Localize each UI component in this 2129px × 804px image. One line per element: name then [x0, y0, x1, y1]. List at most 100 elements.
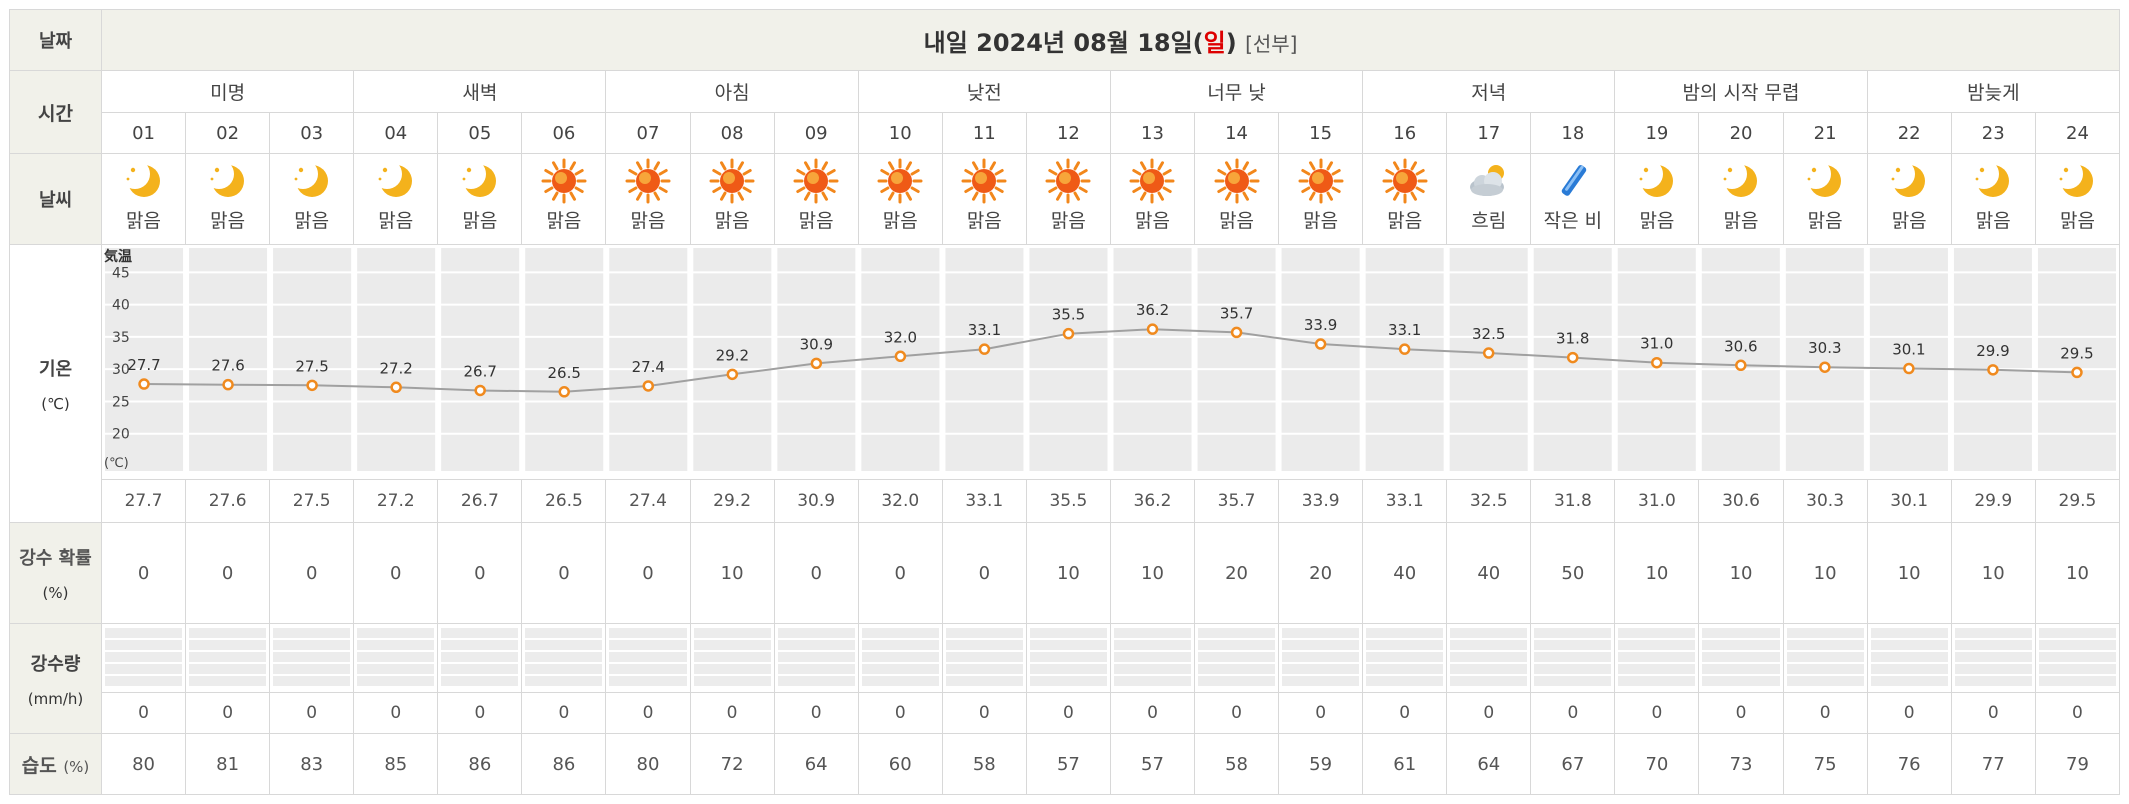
- temperature-point: [1567, 351, 1579, 364]
- temp-value-cell: 30.1: [1866, 479, 1952, 523]
- chart-ytick-label: 40: [112, 298, 130, 314]
- temperature-chart-row: 기온 (℃) 45 40 35 30 25 20 気温 (℃) 27.7 27.6 27.5 27.2…: [9, 244, 2121, 523]
- period-header: 밤늦게: [1866, 70, 2121, 113]
- precip-amount-cell: 0: [100, 692, 187, 734]
- weather-text: 맑음: [1639, 210, 1675, 232]
- temperature-data-label: 29.2: [716, 346, 749, 364]
- hour-cell: 08: [689, 112, 775, 154]
- moon-icon: [2053, 159, 2094, 197]
- temperature-point: [306, 379, 318, 392]
- hour-cell: 23: [1950, 112, 2036, 154]
- sun-icon: [709, 158, 755, 204]
- precip-bar-cell: [437, 623, 523, 693]
- chart-ytick-label: 20: [112, 427, 130, 443]
- precip-prob-cell: 0: [521, 522, 607, 624]
- temp-value-cell: 31.8: [1530, 479, 1616, 523]
- weather-cell: 맑음: [941, 153, 1027, 245]
- weather-cell: 맑음: [2034, 153, 2121, 245]
- precip-bar-cell: [1446, 623, 1532, 693]
- temperature-data-label: 33.1: [968, 321, 1001, 339]
- precip-bar-cell: [2034, 623, 2121, 693]
- cloud-icon: [1469, 165, 1504, 196]
- temperature-data-label: 32.0: [884, 328, 917, 346]
- sun-icon: [961, 158, 1007, 204]
- precip-bar-cell: [1194, 623, 1280, 693]
- weather-cell: 맑음: [269, 153, 355, 245]
- temperature-point: [1146, 323, 1159, 335]
- temperature-data-label: 36.2: [1136, 301, 1169, 319]
- humidity-cell: 81: [185, 733, 271, 795]
- precip-amount-cell: 0: [353, 692, 439, 734]
- precip-bar: [525, 628, 603, 688]
- weather-cell: 맑음: [689, 153, 775, 245]
- precip-bar: [273, 628, 351, 688]
- precip-prob-cell: 0: [773, 522, 859, 624]
- weather-cell: 맑음: [773, 153, 859, 245]
- hour-cell: 12: [1025, 112, 1111, 154]
- precip-bar-cell: [1950, 623, 2036, 693]
- temp-value-cell: 32.5: [1446, 479, 1532, 523]
- hour-cell: 18: [1530, 112, 1616, 154]
- humidity-cell: 58: [941, 733, 1027, 795]
- date-row: 날짜 내일 2024년 08월 18일(일) [선부]: [9, 9, 2121, 71]
- weather-text: 맑음: [126, 210, 162, 232]
- precip-prob-cell: 0: [941, 522, 1027, 624]
- chart-column-bg: [1869, 248, 1948, 471]
- precip-prob-cell: 10: [1109, 522, 1196, 624]
- weather-text: 맑음: [1387, 210, 1423, 232]
- humidity-cell: 86: [521, 733, 607, 795]
- period-header: 아침: [605, 70, 859, 113]
- precip-bar: [189, 628, 267, 688]
- temperature-data-label: 31.0: [1640, 335, 1673, 353]
- chart-ylabel-top: 気温: [104, 248, 132, 265]
- weather-text: 맑음: [1891, 210, 1927, 232]
- moon-icon: [1632, 159, 1673, 197]
- hour-cell: 11: [941, 112, 1027, 154]
- temperature-point: [1819, 361, 1831, 373]
- chart-ytick-label: 35: [112, 330, 130, 346]
- temperature-data-label: 26.7: [464, 362, 497, 380]
- temperature-point: [1062, 327, 1075, 340]
- weather-cell: 맑음: [1782, 153, 1868, 245]
- precip-bar: [1702, 628, 1780, 688]
- weather-cell: 작은 비: [1530, 153, 1616, 245]
- precip-prob-cell: 0: [185, 522, 271, 624]
- temperature-data-label: 27.4: [632, 358, 665, 376]
- precip-bar: [1870, 628, 1948, 688]
- precip-bar: [945, 628, 1023, 688]
- precip-prob-cell: 40: [1446, 522, 1532, 624]
- sun-icon: [793, 158, 839, 204]
- precip-amount-cell: 0: [857, 692, 943, 734]
- precip-prob-label: 강수 확률 (%): [9, 522, 102, 624]
- weather-label: 날씨: [9, 153, 102, 245]
- sun-icon: [541, 158, 587, 204]
- hour-cell: 04: [353, 112, 439, 154]
- weather-text: 맑음: [1303, 210, 1339, 232]
- humidity-cell: 83: [269, 733, 355, 795]
- temp-value-cell: 35.7: [1194, 479, 1280, 523]
- period-header: 저녁: [1362, 70, 1616, 113]
- precip-amount-cell: 0: [1194, 692, 1280, 734]
- precip-amount-cell: 0: [1782, 692, 1868, 734]
- chart-column-bg: [1281, 248, 1360, 471]
- weather-cell: 맑음: [1194, 153, 1280, 245]
- hour-row: 01 02 03 04 05 06 07 08 09 10 11 12 13 14 15 16 17 18 19 20…: [10, 112, 2121, 154]
- sun-icon: [625, 158, 671, 204]
- moon-icon: [1885, 159, 1926, 197]
- precip-bar: [777, 628, 855, 688]
- precip-bar-cell: [773, 623, 859, 693]
- precip-bar-cell: [1698, 623, 1784, 693]
- weather-text: 맑음: [1050, 210, 1086, 232]
- humidity-label-text: 습도: [21, 754, 57, 777]
- precip-bar-cell: [1530, 623, 1616, 693]
- weather-cell: 맑음: [437, 153, 523, 245]
- sun-icon: [1298, 158, 1344, 204]
- precip-amount-cell: 0: [269, 692, 355, 734]
- hour-cell: 03: [269, 112, 355, 154]
- precip-bar: [1198, 628, 1276, 688]
- humidity-cell: 73: [1698, 733, 1784, 795]
- precip-bar-cell: [1782, 623, 1868, 693]
- sun-icon: [1045, 158, 1091, 204]
- precip-bar: [1450, 628, 1528, 688]
- temp-value-cell: 31.0: [1614, 479, 1700, 523]
